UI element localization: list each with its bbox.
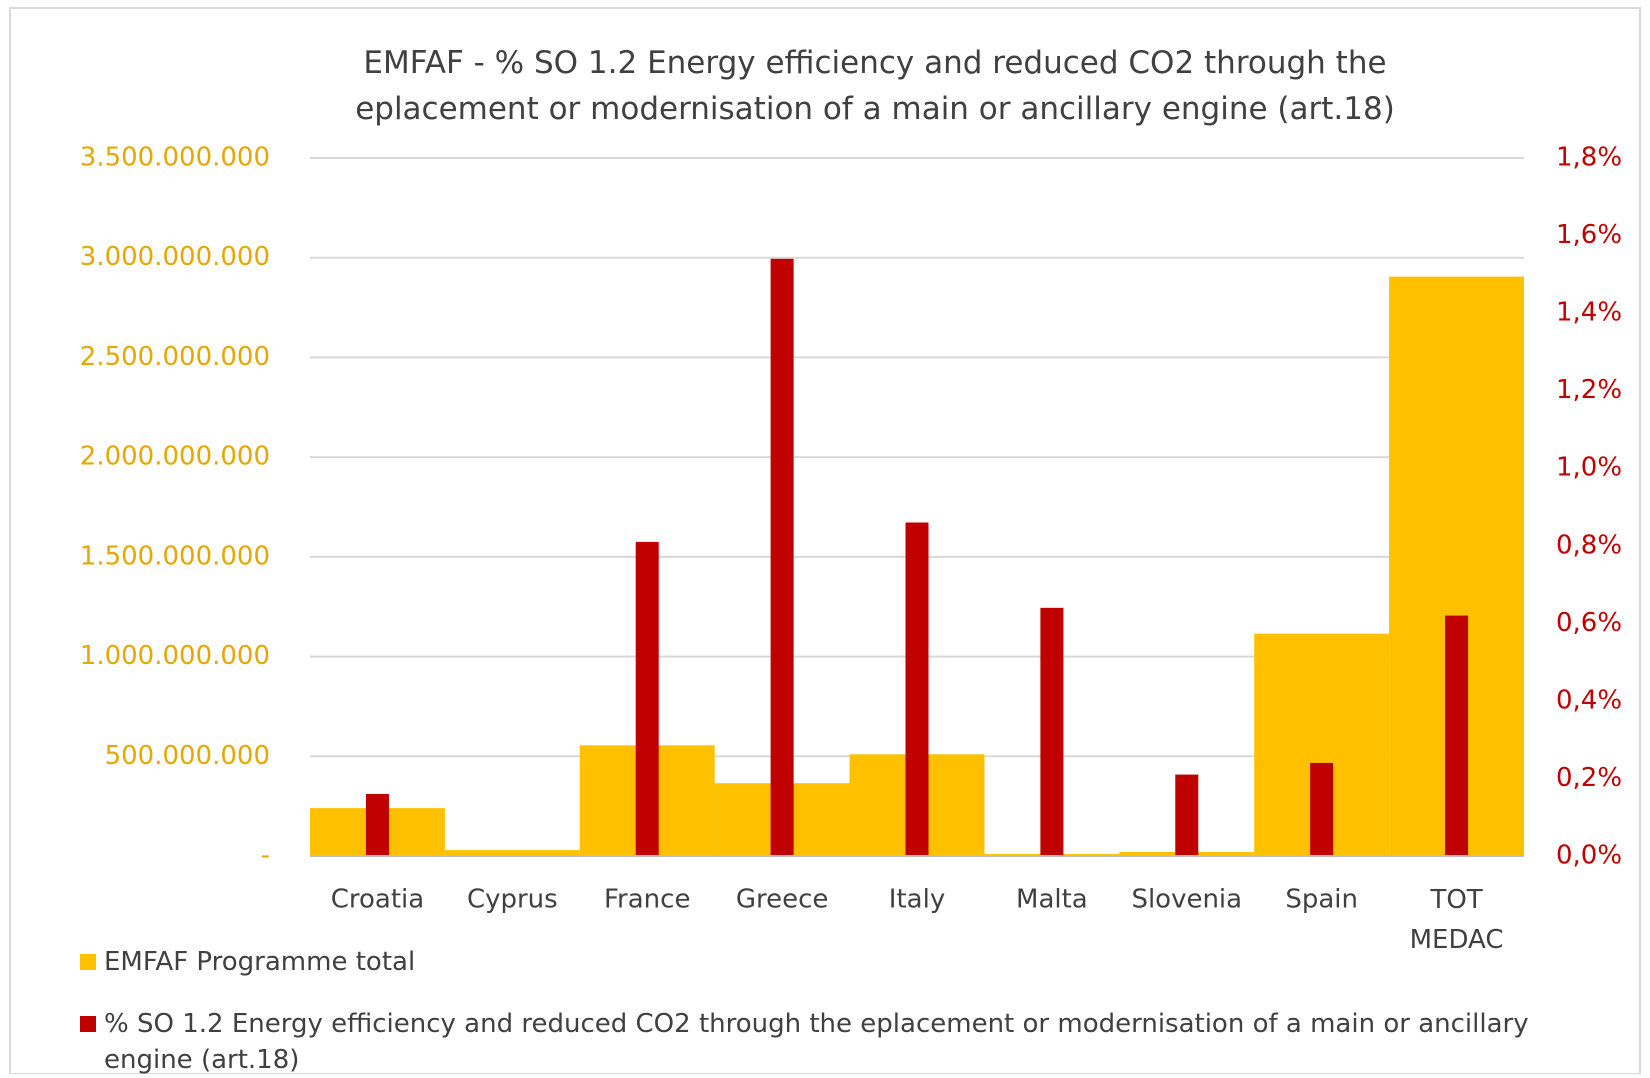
y2-tick-label: 1,8% [1556,143,1622,173]
bar [1310,762,1334,856]
bar [1445,615,1469,856]
y-tick-label: 3.000.000.000 [80,242,270,272]
legend-entry: % SO 1.2 Energy efficiency and reduced C… [80,1006,1620,1078]
y-tick-label: 1.500.000.000 [80,541,270,571]
legend-label: EMFAF Programme total [104,947,416,977]
x-tick-label: Spain [1285,885,1358,915]
y2-tick-label: 1,6% [1556,220,1622,250]
y2-tick-label: 0,2% [1556,763,1622,793]
x-tick-label: TOT MEDAC [1410,885,1504,955]
x-tick-label: Italy [889,885,945,915]
x-tick-label: Greece [736,885,829,915]
chart-frame [9,7,1641,1074]
x-tick-label: Slovenia [1131,885,1242,915]
bar [635,541,659,856]
legend-swatch [80,954,96,970]
y-tick-label: 3.500.000.000 [80,143,270,173]
y2-tick-label: 0,4% [1556,685,1622,715]
y-tick-label: 1.000.000.000 [80,641,270,671]
y2-tick-label: 1,2% [1556,375,1622,405]
chart-title: EMFAF - % SO 1.2 Energy efficiency and r… [355,45,1395,127]
bar [444,850,580,856]
bar [1040,607,1064,856]
x-tick-label: Cyprus [467,885,558,915]
y-tick-label: 2.000.000.000 [80,442,270,472]
bar [770,258,794,856]
y2-tick-label: 1,4% [1556,298,1622,328]
x-tick-label: France [604,885,690,915]
y-tick-label: 2.500.000.000 [80,342,270,372]
y2-tick-label: 1,0% [1556,453,1622,483]
x-tick-label: Croatia [331,885,424,915]
y-tick-label: 500.000.000 [105,741,270,771]
bar [365,793,389,856]
legend-entry: EMFAF Programme total [80,944,1620,980]
legend-label: % SO 1.2 Energy efficiency and reduced C… [104,1009,1529,1075]
y2-tick-label: 0,6% [1556,608,1622,638]
legend-swatch [80,1016,96,1032]
bar [905,522,929,856]
y2-tick-label: 0,0% [1556,841,1622,871]
bar [1175,774,1199,856]
y-tick-label: - [261,841,270,871]
x-tick-label: Malta [1016,885,1088,915]
y2-tick-label: 0,8% [1556,530,1622,560]
